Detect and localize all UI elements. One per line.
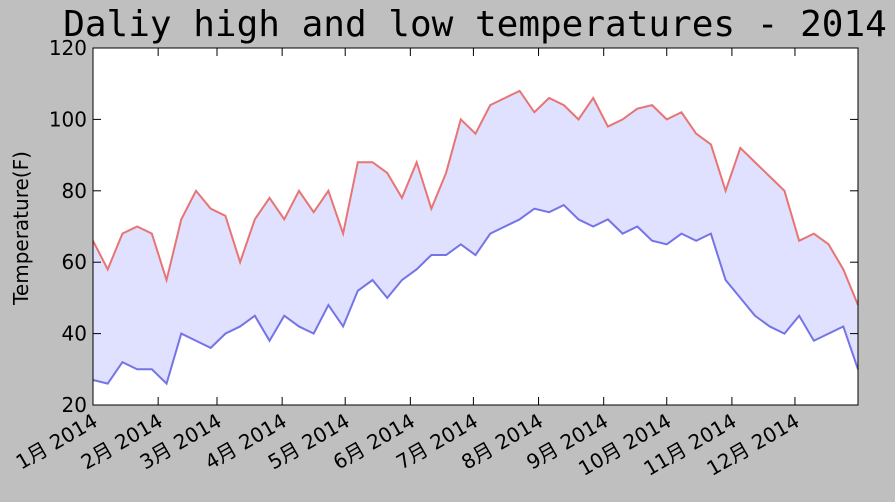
y-tick-label: 20 bbox=[62, 393, 87, 417]
y-tick-label: 60 bbox=[62, 250, 87, 274]
y-axis-label: Temperature(F) bbox=[9, 151, 33, 306]
y-tick-label: 120 bbox=[49, 36, 87, 60]
plot-frame bbox=[92, 47, 859, 406]
y-tick-label: 100 bbox=[49, 107, 87, 131]
y-tick-label: 80 bbox=[62, 179, 87, 203]
series-line bbox=[92, 203, 859, 386]
chart-title: Daliy high and low temperatures - 2014 bbox=[63, 4, 887, 45]
y-tick-label: 40 bbox=[62, 322, 87, 346]
range-fill bbox=[93, 90, 858, 384]
series-line bbox=[92, 89, 859, 306]
